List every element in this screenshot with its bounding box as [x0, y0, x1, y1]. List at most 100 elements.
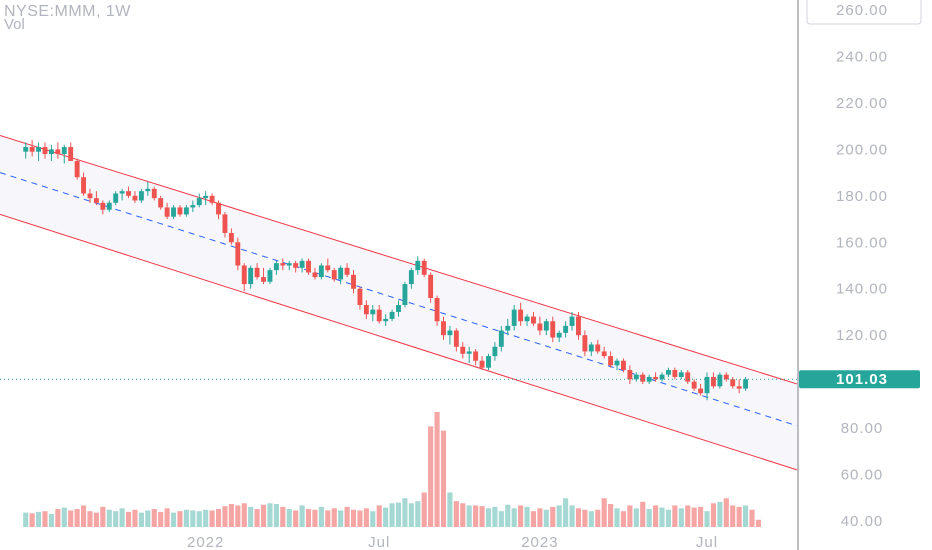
volume-bar [293, 510, 299, 527]
price-tick-label: 120.00 [836, 327, 888, 344]
volume-bar [685, 505, 691, 527]
candle [145, 181, 151, 196]
volume-bar [177, 511, 183, 527]
candle-body [383, 318, 389, 322]
candle-body [126, 191, 131, 196]
volume-bar [595, 509, 601, 527]
symbol-title: NYSE:MMM, 1W [4, 3, 131, 20]
volume-bar [421, 492, 427, 527]
candle [132, 191, 138, 203]
volume-bar [620, 511, 627, 527]
volume-bar [588, 511, 594, 527]
candle [61, 144, 67, 164]
volume-bar [428, 426, 434, 527]
candle-body [312, 272, 318, 278]
price-axis[interactable]: 40.0060.0080.00100.00120.00140.00160.001… [797, 0, 922, 550]
candle [280, 258, 286, 271]
candle-body [119, 191, 125, 194]
candle [216, 200, 221, 220]
candle-body [621, 360, 626, 371]
candle [23, 142, 29, 159]
volume-bar [183, 509, 189, 527]
candle [473, 349, 479, 366]
candle [595, 339, 601, 354]
candle [621, 358, 626, 373]
candle [408, 267, 414, 289]
volume-bar [113, 511, 119, 527]
candle [267, 267, 273, 285]
candle [164, 202, 170, 220]
candle [113, 191, 119, 206]
candle-body [717, 374, 723, 387]
candle-body [55, 149, 61, 155]
candle [203, 191, 209, 206]
candle-body [428, 274, 434, 299]
candle-body [627, 370, 633, 380]
channel-upper-line [0, 134, 798, 385]
volume-bar [209, 510, 215, 527]
candle-body [415, 260, 421, 271]
candle-body [743, 379, 749, 389]
price-tick-label: 40.00 [841, 513, 884, 530]
candle [183, 205, 189, 217]
candles [23, 140, 749, 401]
volume-bar [633, 508, 639, 527]
candle [672, 367, 678, 380]
volume-bar [524, 506, 530, 527]
candle [151, 186, 157, 201]
volume-bar [563, 498, 569, 527]
time-axis[interactable]: 2022 Jul 2023 Jul [187, 534, 718, 550]
volume-bar [556, 505, 562, 527]
volume-bar [61, 507, 67, 527]
volume-bar [440, 430, 447, 527]
candle [119, 188, 125, 201]
candle-body [338, 267, 344, 280]
candle [743, 376, 749, 391]
candle-body [158, 198, 164, 208]
candle [537, 316, 543, 336]
candle [254, 263, 260, 280]
candle-body [518, 309, 524, 322]
candle-body [177, 207, 183, 215]
candle-body [286, 263, 292, 266]
candle-body [29, 147, 35, 152]
candle [357, 286, 363, 310]
candle [55, 142, 61, 159]
volume-bar [74, 509, 80, 527]
candle-body [113, 193, 119, 203]
volume-bar [755, 519, 762, 527]
candle [601, 346, 607, 359]
volume-bar [492, 506, 498, 527]
candle [68, 142, 74, 161]
candle [29, 140, 35, 157]
volume-bar [370, 511, 376, 527]
candle-body [293, 263, 299, 268]
candle-body [145, 188, 151, 192]
volume-bar [691, 507, 697, 527]
candle-body [351, 274, 356, 289]
volume-bar [659, 507, 665, 527]
last-price-tag [799, 370, 920, 389]
volume-bar [286, 509, 292, 527]
price-tick-label: 60.00 [841, 467, 884, 484]
volume-bar [543, 509, 549, 527]
candle [318, 263, 324, 280]
candle [723, 372, 729, 382]
candle-body [473, 351, 479, 361]
candle-body [492, 346, 498, 357]
candle-body [306, 260, 311, 273]
volume-bar [164, 508, 170, 527]
volume-bar [325, 510, 331, 527]
candle [299, 258, 305, 273]
volume-bar [305, 509, 312, 527]
candle-body [183, 207, 189, 215]
candle [556, 330, 562, 343]
candle-body [68, 147, 74, 161]
volume-bar [138, 512, 144, 527]
volume-bar [203, 509, 209, 527]
candle-body [537, 323, 543, 331]
candle [614, 358, 620, 371]
candle-body [164, 207, 170, 217]
